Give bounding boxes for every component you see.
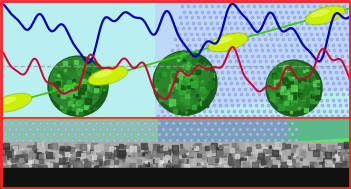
Ellipse shape: [306, 6, 344, 24]
Ellipse shape: [305, 5, 345, 25]
Circle shape: [153, 51, 217, 115]
Bar: [0, 118, 351, 189]
Ellipse shape: [208, 33, 249, 52]
Ellipse shape: [310, 9, 330, 17]
Ellipse shape: [93, 70, 113, 78]
Ellipse shape: [208, 33, 247, 51]
Polygon shape: [0, 118, 288, 152]
Ellipse shape: [88, 66, 128, 86]
Ellipse shape: [0, 94, 31, 112]
Ellipse shape: [213, 36, 233, 44]
Ellipse shape: [0, 97, 16, 105]
Bar: [0, 168, 351, 189]
Circle shape: [267, 61, 317, 111]
Circle shape: [49, 58, 102, 111]
Ellipse shape: [0, 93, 32, 113]
Bar: [0, 0, 351, 118]
Ellipse shape: [89, 67, 127, 85]
Bar: [0, 142, 351, 169]
Circle shape: [48, 56, 108, 116]
Circle shape: [266, 60, 322, 116]
Circle shape: [155, 53, 211, 109]
Polygon shape: [155, 0, 351, 118]
Polygon shape: [158, 118, 351, 150]
